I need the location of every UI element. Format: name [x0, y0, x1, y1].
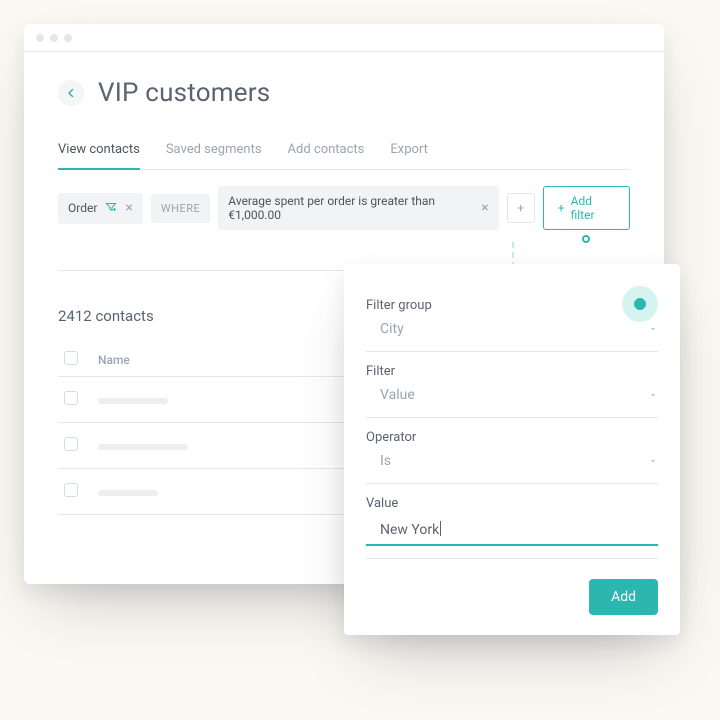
filter-condition-text: Average spent per order is greater than …: [228, 194, 473, 222]
filter-group-value: City: [366, 321, 404, 337]
tab-add-contacts[interactable]: Add contacts: [288, 142, 365, 169]
skeleton: [98, 490, 158, 496]
select-all-checkbox[interactable]: [64, 351, 78, 365]
filter-select[interactable]: Value: [366, 385, 658, 405]
connector-anchor-icon: [582, 235, 590, 243]
chevron-down-icon: [648, 324, 658, 334]
operator-label: Operator: [366, 430, 658, 445]
traffic-light-dot: [64, 34, 72, 42]
page-title: VIP customers: [98, 78, 270, 108]
add-condition-button[interactable]: +: [507, 193, 535, 223]
value-label: Value: [366, 496, 658, 511]
filter-label: Filter: [366, 364, 658, 379]
filter-condition-chip[interactable]: Average spent per order is greater than …: [218, 186, 498, 230]
chevron-left-icon: [65, 87, 77, 99]
text-cursor: [440, 521, 441, 536]
popover-actions: Add: [366, 579, 658, 615]
where-chip: WHERE: [151, 194, 210, 223]
row-checkbox[interactable]: [64, 483, 78, 497]
traffic-light-dot: [36, 34, 44, 42]
field-value: Value New York: [366, 484, 658, 559]
filter-icon: [105, 201, 117, 216]
field-filter: Filter Value: [366, 352, 658, 418]
traffic-light-dot: [50, 34, 58, 42]
field-filter-group: Filter group City: [366, 286, 658, 352]
where-label: WHERE: [161, 202, 200, 215]
highlight-pulse-icon: [622, 286, 658, 322]
skeleton: [98, 398, 168, 404]
tab-export[interactable]: Export: [390, 142, 428, 169]
add-filter-button[interactable]: + Add filter: [543, 186, 630, 230]
filter-group-select[interactable]: City: [366, 319, 658, 339]
filter-group-label: Filter group: [366, 298, 658, 313]
back-button[interactable]: [58, 80, 84, 106]
tab-saved-segments[interactable]: Saved segments: [166, 142, 262, 169]
filter-bar: Order × WHERE Average spent per order is…: [58, 186, 630, 230]
row-checkbox[interactable]: [64, 437, 78, 451]
chevron-down-icon: [648, 390, 658, 400]
page-header: VIP customers: [58, 78, 630, 108]
apply-filter-button[interactable]: Add: [589, 579, 658, 615]
remove-condition-icon[interactable]: ×: [481, 201, 488, 215]
add-filter-label: Add filter: [571, 194, 615, 222]
filter-source-label: Order: [68, 201, 97, 215]
remove-source-icon[interactable]: ×: [125, 201, 132, 215]
operator-value: Is: [366, 453, 391, 469]
window-titlebar: [24, 24, 664, 52]
operator-select[interactable]: Is: [366, 451, 658, 471]
field-operator: Operator Is: [366, 418, 658, 484]
filter-source-chip[interactable]: Order ×: [58, 193, 143, 224]
filter-popover: Filter group City Filter Value Operator …: [344, 264, 680, 635]
tab-view-contacts[interactable]: View contacts: [58, 142, 140, 169]
plus-icon: +: [558, 201, 565, 215]
tabs: View contacts Saved segments Add contact…: [58, 142, 630, 170]
skeleton: [98, 444, 188, 450]
chevron-down-icon: [648, 456, 658, 466]
row-checkbox[interactable]: [64, 391, 78, 405]
filter-value: Value: [366, 387, 415, 403]
value-input[interactable]: New York: [366, 517, 658, 546]
value-text: New York: [380, 522, 439, 538]
